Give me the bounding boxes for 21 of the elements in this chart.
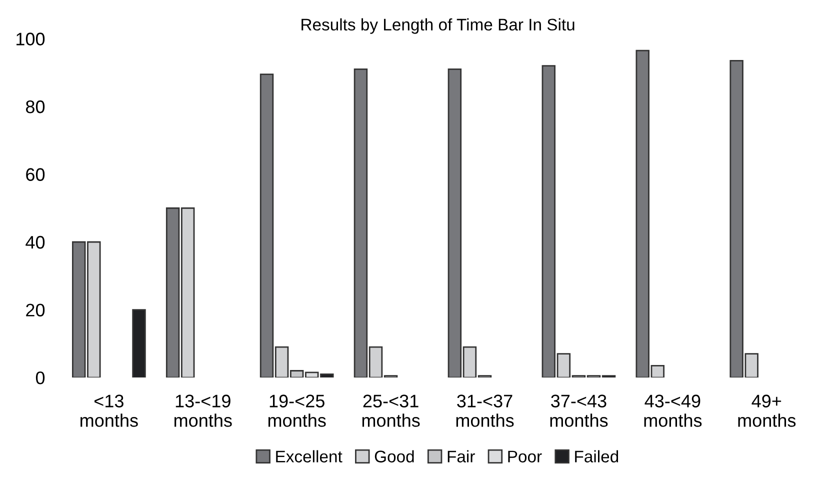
y-tick-label: 20 — [26, 304, 45, 316]
y-tick-label: 100 — [16, 32, 45, 46]
x-tick-label: <13 months — [80, 394, 138, 427]
y-tick-label: 80 — [26, 100, 45, 114]
legend-label: Poor — [508, 450, 542, 462]
y-tick-label: 60 — [26, 168, 45, 181]
x-tick-label: 37-<43 months — [550, 394, 608, 427]
bar — [132, 309, 146, 378]
x-tick-label: 49+ months — [738, 394, 796, 427]
x-tick-label: 31-<37 months — [456, 394, 514, 427]
chart-title: Results by Length of Time Bar In Situ — [302, 18, 574, 34]
x-tick-label: 43-<49 months — [644, 394, 702, 427]
y-tick-label: 40 — [26, 236, 45, 249]
x-tick-label: 13-<19 months — [174, 394, 232, 427]
x-tick-label: 19-<25 months — [268, 394, 326, 427]
x-tick-label: 25-<31 months — [362, 394, 420, 427]
legend-label: Good — [374, 450, 414, 462]
y-tick-label: 0 — [36, 371, 45, 384]
legend-label: Excellent — [276, 450, 342, 462]
legend-label: Failed — [575, 450, 618, 462]
legend-label: Fair — [448, 450, 475, 462]
